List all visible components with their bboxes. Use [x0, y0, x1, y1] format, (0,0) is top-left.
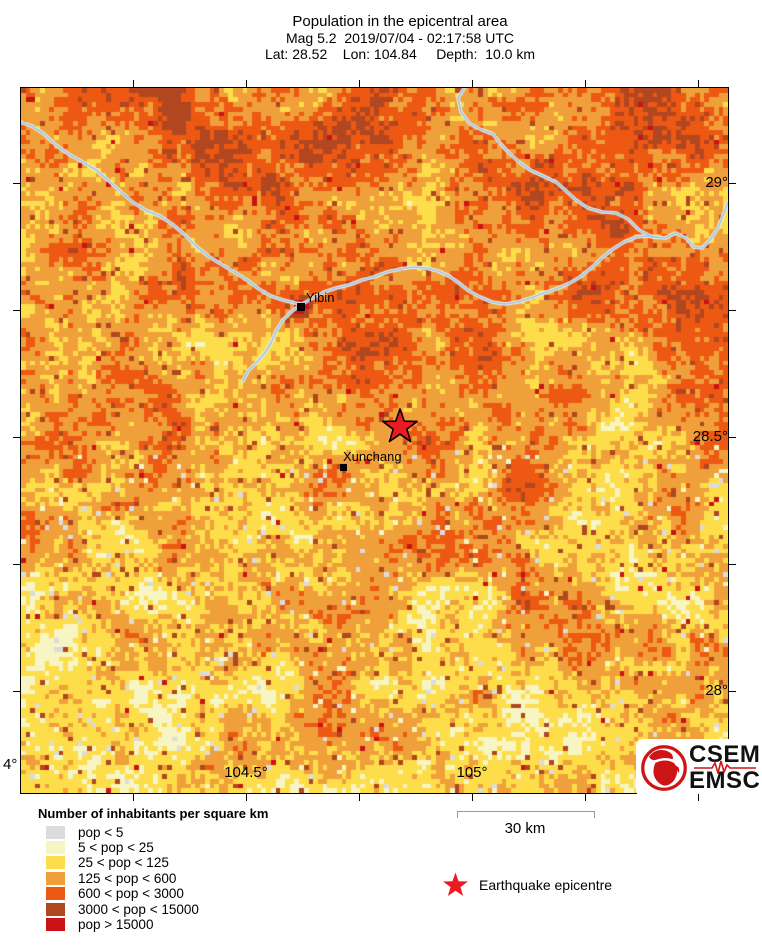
legend-label: pop < 5 — [78, 824, 124, 840]
scale-bar-label: 30 km — [504, 820, 546, 837]
axis-tick — [246, 794, 247, 801]
axis-tick — [133, 80, 134, 87]
lat-label-28-5: 28.5° — [692, 428, 728, 445]
axis-tick — [13, 310, 20, 311]
legend-row: 5 < pop < 25 — [46, 839, 154, 855]
legend-label: pop > 15000 — [78, 916, 154, 932]
axis-tick — [359, 80, 360, 87]
axis-tick — [13, 183, 20, 184]
csem-emsc-logo: CSEM EMSC — [636, 739, 760, 797]
scale-bar — [457, 811, 595, 818]
axis-tick — [585, 80, 586, 87]
city-label-yibin: Yibin — [306, 290, 335, 305]
csem-globe-icon — [641, 745, 687, 791]
axis-tick — [472, 80, 473, 87]
legend-row: 25 < pop < 125 — [46, 855, 169, 871]
legend-label: 3000 < pop < 15000 — [78, 901, 199, 917]
legend-row: pop > 15000 — [46, 916, 154, 932]
axis-tick — [359, 794, 360, 801]
figure-title: Population in the epicentral area — [292, 13, 508, 30]
axis-tick — [729, 564, 736, 565]
axis-tick — [729, 310, 736, 311]
legend-swatch — [46, 840, 65, 854]
legend-swatch — [46, 887, 65, 901]
axis-tick — [13, 437, 20, 438]
city-label-xunchang: Xunchang — [343, 449, 402, 464]
legend-swatch — [46, 825, 65, 839]
event-magnitude-datetime: Mag 5.2 2019/07/04 - 02:17:58 UTC — [285, 30, 515, 46]
legend-swatch — [46, 871, 65, 885]
lat-label-28: 28° — [705, 682, 728, 699]
legend-row: pop < 5 — [46, 824, 124, 840]
lat-label-29: 29° — [705, 174, 728, 191]
epicentre-legend-star-icon — [443, 872, 468, 897]
epicenter-star-icon — [382, 408, 418, 443]
axis-tick — [133, 794, 134, 801]
city-marker-xunchang — [340, 464, 347, 471]
axis-tick — [13, 564, 20, 565]
lon-label-104-clipped: 4° — [3, 756, 18, 773]
figure-header: Population in the epicentral area Mag 5.… — [0, 13, 762, 62]
axis-tick — [698, 794, 699, 801]
axis-tick — [13, 691, 20, 692]
legend-title: Number of inhabitants per square km — [38, 806, 269, 821]
legend-label: 5 < pop < 25 — [78, 839, 154, 855]
epicentre-legend-label: Earthquake epicentre — [479, 877, 613, 893]
legend-swatch — [46, 902, 65, 916]
legend-row: 125 < pop < 600 — [46, 870, 177, 886]
axis-tick — [729, 437, 736, 438]
legend-label: 600 < pop < 3000 — [78, 886, 184, 902]
axis-tick — [585, 794, 586, 801]
legend-label: 125 < pop < 600 — [78, 870, 177, 886]
axis-tick — [729, 691, 736, 692]
legend-swatch — [46, 917, 65, 931]
lon-label-105: 105° — [456, 764, 488, 781]
logo-text-csem: CSEM — [689, 741, 761, 768]
logo-seismogram-icon — [694, 761, 756, 774]
axis-tick — [729, 183, 736, 184]
map-area: Yibin Xunchang 29° 28.5° 28° 104.5° 105°… — [3, 80, 760, 801]
lon-label-104-5: 104.5° — [224, 764, 268, 781]
legend-row: 600 < pop < 3000 — [46, 886, 184, 902]
legend-swatch — [46, 856, 65, 870]
population-density-map — [21, 88, 728, 793]
axis-tick — [698, 80, 699, 87]
city-marker-yibin — [297, 303, 305, 311]
legend-row: 3000 < pop < 15000 — [46, 901, 199, 917]
axis-tick — [246, 80, 247, 87]
event-coordinates-depth: Lat: 28.52 Lon: 104.84 Depth: 10.0 km — [264, 46, 536, 62]
legend-label: 25 < pop < 125 — [78, 855, 169, 871]
axis-tick — [472, 794, 473, 801]
